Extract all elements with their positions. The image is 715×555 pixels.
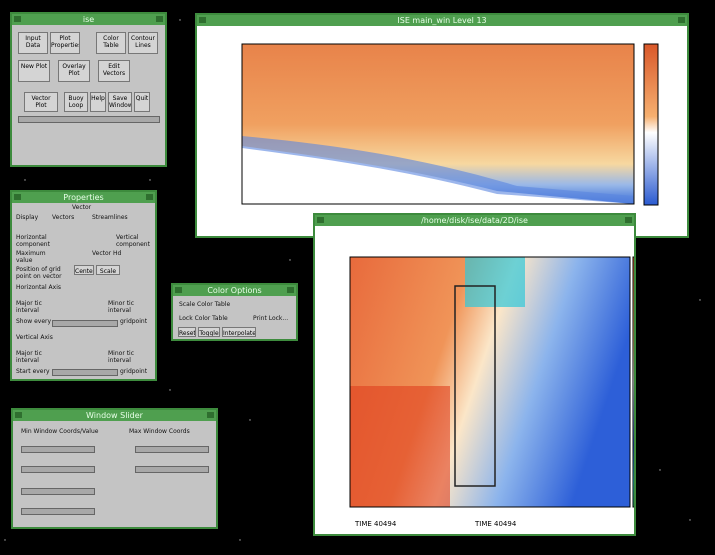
- view-window: /home/disk/ise/data/2D/ise TIME 40494 TI…: [313, 213, 636, 536]
- title-bar: /home/disk/ise/data/2D/ise: [315, 215, 634, 226]
- axes-frame: [349, 256, 631, 508]
- label: Minor tic interval: [108, 300, 135, 314]
- footer-text: TIME 40494: [354, 520, 397, 528]
- title-bar: Color Options: [173, 285, 296, 296]
- button[interactable]: Edit Vectors: [98, 60, 130, 82]
- title-bar: Properties: [12, 192, 155, 203]
- slider[interactable]: [135, 446, 209, 453]
- stars: [4, 19, 701, 541]
- button[interactable]: Center: [74, 265, 94, 275]
- colorbar: [632, 256, 634, 508]
- radio[interactable]: Streamlines: [92, 214, 128, 221]
- button[interactable]: Toggle: [198, 327, 220, 337]
- field-plot: TIME 40494 TIME 40494: [349, 256, 634, 528]
- button[interactable]: New Plot: [18, 60, 50, 82]
- slider[interactable]: [21, 488, 95, 495]
- main-window: ise Input Data Plot Properties Color Tab…: [10, 12, 167, 167]
- label: Minor tic interval: [108, 350, 135, 364]
- button[interactable]: Interpolate: [222, 327, 256, 337]
- slider[interactable]: [21, 466, 95, 473]
- label: Position of grid point on vector: [16, 266, 62, 280]
- plot-window: ISE main_win Level 13: [195, 13, 689, 238]
- button[interactable]: Scale: [96, 265, 120, 275]
- button[interactable]: Save Window: [108, 92, 132, 112]
- boundary: [454, 285, 496, 487]
- label: Vertical Axis: [16, 334, 53, 341]
- label: Start every: [16, 368, 50, 375]
- label: Major tic interval: [16, 300, 42, 314]
- label: Vector Hd: [92, 250, 122, 257]
- slider[interactable]: [52, 320, 118, 327]
- button[interactable]: Vector Plot: [24, 92, 58, 112]
- button[interactable]: Help: [90, 92, 106, 112]
- color-options-window: Color Options Scale Color Table Lock Col…: [171, 283, 298, 341]
- button[interactable]: Quit: [134, 92, 150, 112]
- radio[interactable]: Vectors: [52, 214, 75, 221]
- button[interactable]: Contour Lines: [128, 32, 158, 54]
- button[interactable]: Buoy Loop: [64, 92, 88, 112]
- axes-frame: [241, 43, 635, 205]
- button[interactable]: Plot Properties: [50, 32, 80, 54]
- label: Show every: [16, 318, 52, 325]
- title-bar: ISE main_win Level 13: [197, 15, 687, 26]
- label: Scale Color Table: [179, 301, 231, 308]
- slider[interactable]: [52, 369, 118, 376]
- slider[interactable]: [18, 116, 160, 123]
- slider[interactable]: [135, 466, 209, 473]
- label: Min Window Coords/Value: [21, 428, 99, 435]
- button[interactable]: Color Table: [96, 32, 126, 54]
- button[interactable]: Reset: [178, 327, 196, 337]
- label: Horizontal Axis: [16, 284, 61, 291]
- label: Major tic interval: [16, 350, 42, 364]
- properties-window: Properties Vector Display Vectors Stream…: [10, 190, 157, 381]
- button[interactable]: Input Data: [18, 32, 48, 54]
- blue-band: [242, 136, 634, 204]
- label: Maximum value: [16, 250, 46, 264]
- label: gridpoint: [120, 368, 148, 375]
- footer-text: TIME 40494: [474, 520, 517, 528]
- slider[interactable]: [21, 446, 95, 453]
- warm-region: [350, 386, 450, 507]
- label: Max Window Coords: [129, 428, 190, 435]
- label: Display: [16, 214, 39, 221]
- title-bar: Window Slider: [13, 410, 216, 421]
- label: Lock Color Table: [179, 315, 228, 322]
- label: gridpoint: [120, 318, 148, 325]
- slider[interactable]: [21, 508, 95, 515]
- window-slider-window: Window Slider Min Window Coords/Value Ma…: [11, 408, 218, 529]
- label: Horizontal component: [16, 234, 50, 248]
- title-bar: ise: [12, 14, 165, 25]
- contour-plot: [241, 43, 659, 206]
- button[interactable]: Overlay Plot: [58, 60, 90, 82]
- colorbar: [643, 43, 659, 206]
- label[interactable]: Print Lock...: [253, 315, 289, 322]
- label: Vertical component: [116, 234, 150, 248]
- heading: Vector: [72, 204, 92, 211]
